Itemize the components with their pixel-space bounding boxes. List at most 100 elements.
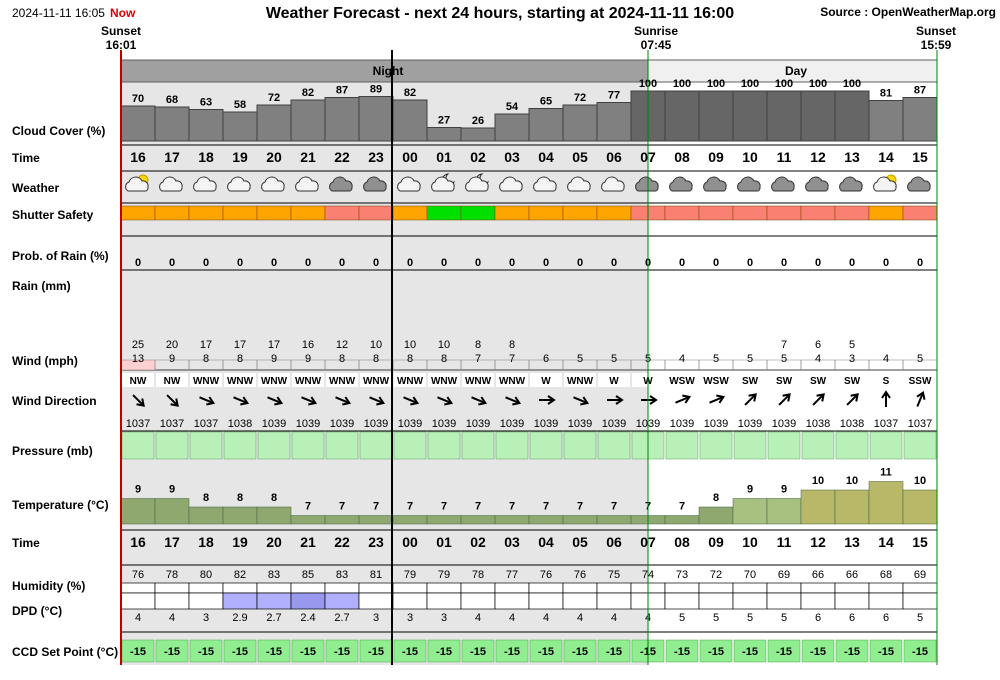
dpd-value: 4 — [577, 612, 583, 624]
temperature-bar — [494, 515, 530, 525]
pressure-value: 1038 — [840, 418, 864, 430]
cloud-cover-bar — [188, 109, 224, 142]
dpd-box — [834, 592, 870, 610]
shutter-safety-cell — [222, 205, 258, 221]
time-label: 17 — [164, 149, 180, 165]
wind-gust-value: 10 — [370, 339, 382, 351]
pressure-value: 1037 — [194, 418, 218, 430]
wind-speed-value: 5 — [611, 353, 617, 365]
temperature-bar — [154, 498, 190, 525]
wind-speed-value: 8 — [203, 353, 209, 365]
ccd-cell — [665, 639, 699, 663]
wind-arrow-icon — [166, 394, 179, 407]
wind-arrow-head — [136, 398, 145, 407]
shutter-safety-cell — [664, 205, 700, 221]
time-label-bottom: 14 — [878, 534, 894, 550]
temperature-value: 7 — [475, 501, 481, 513]
overcast-icon — [635, 176, 659, 192]
cloud-icon — [227, 176, 251, 192]
ccd-value: -15 — [742, 646, 758, 658]
temperature-bar — [528, 515, 564, 525]
dpd-box — [800, 592, 836, 610]
wind-arrow-shaft — [709, 396, 723, 404]
shutter-safety-cell — [120, 205, 156, 221]
wind-arrow-head — [308, 396, 318, 406]
row-label-temp: Temperature (°C) — [12, 498, 109, 512]
pressure-value: 1039 — [738, 418, 762, 430]
ccd-cell — [495, 639, 529, 663]
wind-direction-value: WNW — [499, 376, 526, 387]
wind-arrow-head — [881, 390, 891, 399]
dpd-value: 5 — [781, 612, 787, 624]
rain-probability-value: 0 — [611, 257, 617, 269]
wind-gust-value: 17 — [234, 339, 246, 351]
ccd-cell — [461, 639, 495, 663]
pressure-cell — [325, 431, 359, 460]
humidity-box — [868, 582, 904, 594]
time-label-bottom: 06 — [606, 534, 622, 550]
time-label: 02 — [470, 149, 486, 165]
ccd-value: -15 — [810, 646, 826, 658]
sunset2-time: 15:59 — [921, 38, 952, 52]
ccd-cell — [767, 639, 801, 663]
temperature-value: 7 — [305, 501, 311, 513]
ccd-cell — [597, 639, 631, 663]
pressure-cell — [903, 431, 937, 460]
row-label-dpd: DPD (°C) — [12, 604, 62, 618]
partly-cloudy-night-icon — [465, 173, 490, 192]
overcast-icon — [771, 176, 795, 192]
cloud-cover-bar — [698, 90, 734, 142]
dpd-box — [154, 592, 190, 610]
cloud-cover-value: 89 — [370, 84, 382, 96]
ccd-value: -15 — [198, 646, 214, 658]
cloud-cover-bar — [222, 111, 258, 142]
cloud-icon — [907, 176, 931, 192]
temperature-bar — [868, 481, 904, 525]
pressure-value: 1037 — [126, 418, 150, 430]
wind-arrow-icon — [916, 390, 926, 407]
wind-speed-value: 8 — [339, 353, 345, 365]
wind-gust-value: 17 — [268, 339, 280, 351]
ccd-value: -15 — [164, 646, 180, 658]
cloud-cover-value: 82 — [404, 87, 416, 99]
ccd-value: -15 — [368, 646, 384, 658]
humidity-box — [732, 582, 768, 594]
cloud-cover-value: 100 — [673, 78, 691, 90]
dpd-value: 5 — [679, 612, 685, 624]
wind-speed-value: 7 — [475, 353, 481, 365]
wind-arrow-head — [410, 396, 420, 406]
ccd-value: -15 — [334, 646, 350, 658]
humidity-box — [766, 582, 802, 594]
humidity-value: 73 — [676, 569, 688, 581]
wind-direction-value: WNW — [397, 376, 424, 387]
pressure-value: 1039 — [534, 418, 558, 430]
cloudy-icon — [533, 176, 557, 192]
humidity-value: 72 — [710, 569, 722, 581]
ccd-cell — [189, 639, 223, 663]
rain-probability-value: 0 — [849, 257, 855, 269]
ccd-value: -15 — [606, 646, 622, 658]
dpd-box — [392, 592, 428, 610]
shutter-safety-cell — [256, 205, 292, 221]
pressure-value: 1037 — [874, 418, 898, 430]
temperature-bar — [392, 515, 428, 525]
wind-direction-value: NW — [130, 376, 147, 387]
pressure-cell — [767, 431, 801, 460]
temperature-value: 9 — [169, 484, 175, 496]
dpd-value: 5 — [713, 612, 719, 624]
wind-arrow-shaft — [573, 396, 587, 404]
wind-arrow-icon — [369, 396, 386, 406]
ccd-cell — [155, 639, 189, 663]
row-label-wind-dir: Wind Direction — [12, 394, 97, 408]
time-label-bottom: 23 — [368, 534, 384, 550]
wind-gust-value: 17 — [200, 339, 212, 351]
temperature-value: 8 — [203, 492, 209, 504]
temperature-value: 11 — [880, 467, 892, 479]
cloud-icon — [601, 176, 625, 192]
ccd-cell — [563, 639, 597, 663]
ccd-value: -15 — [912, 646, 928, 658]
humidity-value: 81 — [370, 569, 382, 581]
temperature-bar — [358, 515, 394, 525]
shutter-safety-cell — [426, 205, 462, 221]
temperature-value: 8 — [237, 492, 243, 504]
